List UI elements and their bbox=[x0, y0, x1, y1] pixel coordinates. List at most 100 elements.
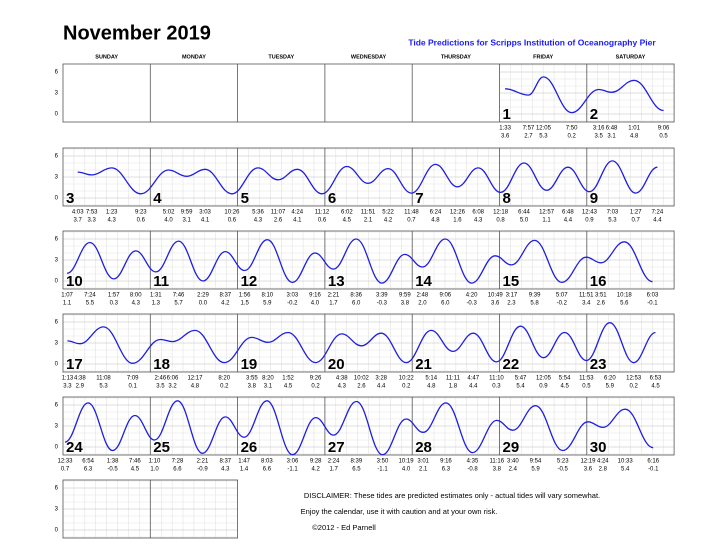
tide-height: -0.5 bbox=[107, 467, 118, 473]
tide-time: 7:28 bbox=[172, 459, 184, 465]
tide-time: 6:08 bbox=[472, 210, 484, 216]
y-tick-label: 0 bbox=[55, 445, 59, 451]
tide-height: 4.1 bbox=[293, 218, 302, 224]
tide-height: 4.3 bbox=[254, 218, 263, 224]
tide-height: -0.1 bbox=[647, 301, 658, 307]
day-number: 30 bbox=[590, 439, 607, 456]
tide-height: 4.8 bbox=[630, 134, 639, 140]
tide-time: 2:24 bbox=[328, 459, 340, 465]
day-number: 27 bbox=[328, 439, 345, 456]
y-tick-label: 0 bbox=[55, 112, 59, 118]
tide-time: 1:31 bbox=[150, 293, 162, 299]
tide-height: 5.3 bbox=[539, 134, 548, 140]
tide-time: 6:16 bbox=[647, 459, 659, 465]
tide-time: 4:38 bbox=[74, 376, 86, 382]
tide-height: 1.6 bbox=[453, 218, 462, 224]
tide-time: 6:48 bbox=[606, 126, 618, 132]
tide-time: 6:54 bbox=[82, 459, 94, 465]
tide-time: 3:03 bbox=[287, 293, 299, 299]
tide-height: 0.8 bbox=[496, 218, 505, 224]
tide-height: 3.1 bbox=[182, 218, 191, 224]
tide-time: 1:07 bbox=[61, 293, 73, 299]
tide-time: 12:17 bbox=[187, 376, 203, 382]
day-number: 1 bbox=[503, 106, 511, 123]
tide-height: 2.6 bbox=[274, 218, 283, 224]
tide-time: 6:06 bbox=[167, 376, 179, 382]
tide-time: 11:10 bbox=[489, 376, 504, 382]
tide-time: 7:24 bbox=[84, 293, 96, 299]
tide-time: 1:23 bbox=[106, 210, 118, 216]
tide-time: 3:28 bbox=[375, 376, 387, 382]
tide-time: 10:02 bbox=[354, 376, 370, 382]
day-number: 15 bbox=[503, 273, 520, 290]
tide-height: 0.6 bbox=[137, 218, 146, 224]
tide-height: -0.2 bbox=[287, 301, 298, 307]
tide-height: 4.4 bbox=[469, 384, 478, 390]
tide-height: 0.7 bbox=[632, 218, 641, 224]
tide-curve bbox=[67, 322, 656, 364]
day-number: 13 bbox=[328, 273, 345, 290]
tide-time: 4:35 bbox=[467, 459, 479, 465]
tide-time: 9:26 bbox=[310, 376, 322, 382]
tide-time: 11:53 bbox=[579, 376, 594, 382]
tide-height: 0.5 bbox=[659, 134, 668, 140]
tide-time: 1:56 bbox=[239, 293, 251, 299]
tide-height: -0.2 bbox=[557, 301, 568, 307]
tide-height: 4.0 bbox=[402, 467, 411, 473]
tide-time: 6:20 bbox=[604, 376, 616, 382]
tide-time: 6:48 bbox=[562, 210, 574, 216]
tide-time: 8:00 bbox=[130, 293, 142, 299]
y-tick-label: 3 bbox=[55, 507, 59, 513]
tide-time: 11:08 bbox=[96, 376, 111, 382]
tide-time: 8:03 bbox=[261, 459, 273, 465]
tide-time: 10:26 bbox=[224, 210, 240, 216]
tide-time: 3:51 bbox=[595, 293, 607, 299]
tide-height: 0.5 bbox=[582, 384, 591, 390]
tide-time: 10:18 bbox=[617, 293, 633, 299]
tide-time: 3:50 bbox=[377, 459, 389, 465]
page-title: November 2019 bbox=[63, 22, 211, 44]
tide-height: 3.6 bbox=[491, 301, 500, 307]
tide-height: 0.9 bbox=[585, 218, 594, 224]
tide-height: 4.4 bbox=[564, 218, 573, 224]
day-number: 14 bbox=[415, 273, 432, 290]
tide-time: 2:48 bbox=[417, 293, 429, 299]
day-number: 3 bbox=[66, 190, 74, 207]
tide-time: 6:24 bbox=[430, 210, 442, 216]
tide-height: 4.5 bbox=[284, 384, 293, 390]
tide-time: 7:50 bbox=[566, 126, 578, 132]
tide-height: 2.8 bbox=[599, 467, 608, 473]
tide-time: 12:53 bbox=[626, 376, 642, 382]
tide-time: 3:39 bbox=[376, 293, 388, 299]
tide-time: 11:11 bbox=[446, 376, 461, 382]
y-tick-label: 6 bbox=[55, 70, 59, 76]
tide-height: -0.9 bbox=[197, 467, 208, 473]
tide-height: 5.9 bbox=[263, 301, 272, 307]
tide-height: 4.1 bbox=[201, 218, 210, 224]
tide-height: 4.5 bbox=[651, 384, 660, 390]
subtitle: Tide Predictions for Scripps Institution… bbox=[408, 37, 656, 47]
tide-height: 4.0 bbox=[311, 301, 320, 307]
tide-height: 5.0 bbox=[520, 218, 529, 224]
tide-time: 1:13 bbox=[62, 376, 74, 382]
tide-height: 6.0 bbox=[352, 301, 361, 307]
tide-height: 0.0 bbox=[199, 301, 208, 307]
day-number: 2 bbox=[590, 106, 598, 123]
day-number: 16 bbox=[590, 273, 607, 290]
tide-time: 11:48 bbox=[404, 210, 419, 216]
tide-time: 10:49 bbox=[488, 293, 504, 299]
tide-time: 9:59 bbox=[399, 293, 411, 299]
tide-height: 6.6 bbox=[263, 467, 272, 473]
day-number: 25 bbox=[153, 439, 170, 456]
tide-time: 5:47 bbox=[515, 376, 527, 382]
tide-height: 3.5 bbox=[156, 384, 165, 390]
tide-height: 5.5 bbox=[86, 301, 95, 307]
tide-height: 5.4 bbox=[516, 384, 525, 390]
tide-height: -0.5 bbox=[558, 467, 569, 473]
tide-height: 2.7 bbox=[524, 134, 533, 140]
weekday-label: THURSDAY bbox=[441, 54, 471, 60]
tide-time: 1:57 bbox=[108, 293, 120, 299]
tide-height: 5.8 bbox=[530, 301, 539, 307]
y-tick-label: 6 bbox=[55, 403, 59, 409]
tide-height: 3.4 bbox=[582, 301, 591, 307]
